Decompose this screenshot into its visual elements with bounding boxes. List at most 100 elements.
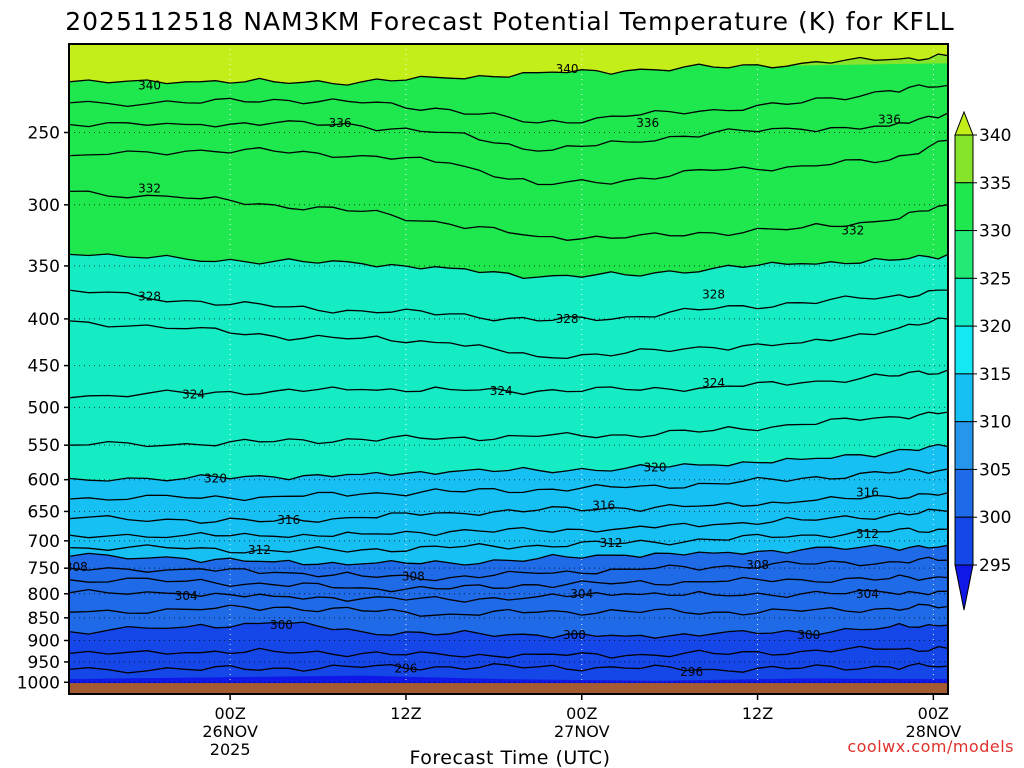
contour-label-304: 304	[175, 589, 198, 603]
contour-label-312: 312	[248, 543, 271, 557]
colorbar-segment-330	[954, 182, 974, 232]
colorbar-label-325: 325	[979, 269, 1011, 289]
colorbar-label-305: 305	[979, 460, 1011, 480]
fill-band-above-340	[69, 44, 948, 86]
plot-area: 340 340 336 336 336 332 332 328 328 328 324 324 324 3…	[69, 44, 948, 694]
contour-label-300: 300	[797, 628, 820, 642]
contour-label-text: 324	[702, 376, 725, 390]
isentrope-320	[69, 443, 948, 482]
contour-label-304: 304	[570, 587, 593, 601]
colorbar: 295 300 305 310 315 320 325 330 335 340	[954, 110, 1011, 611]
contour-label-320: 320	[644, 461, 667, 475]
colorbar-segment-295	[954, 516, 974, 566]
contour-label-300: 300	[563, 628, 586, 642]
colorbar-max-triangle	[954, 110, 974, 136]
y-tick-label-600: 600	[28, 471, 60, 491]
contour-label-text: 332	[138, 182, 161, 196]
colorbar-label-315: 315	[979, 365, 1011, 385]
colorbar-segment-325	[954, 230, 974, 279]
y-tick-label-750: 750	[28, 559, 60, 579]
colorbar-segment-335	[954, 134, 974, 184]
surface-band	[69, 683, 948, 694]
y-tick-label-550: 550	[28, 436, 60, 456]
contour-label-text: 324	[182, 387, 205, 401]
isentrope-328	[69, 289, 948, 322]
contour-label-text: 300	[563, 628, 586, 642]
contour-label-316: 316	[592, 498, 615, 512]
contour-label-300: 300	[270, 618, 293, 632]
contour-label-340: 340	[138, 78, 161, 92]
contour-label-text: 328	[138, 289, 161, 303]
contour-label-text: 316	[856, 486, 879, 500]
y-axis-ticks: 2503003504004505005506006507007508008509…	[17, 123, 69, 693]
isentrope-312	[69, 527, 948, 554]
y-tick-label-300: 300	[28, 196, 60, 216]
isentrope-318	[69, 468, 948, 502]
isentrope-306	[69, 574, 948, 593]
y-tick-label-950: 950	[28, 653, 60, 673]
contour-label-text: 316	[592, 498, 615, 512]
contour-label-340: 340	[556, 62, 579, 76]
contour-label-text: 336	[329, 116, 352, 130]
contour-label-316: 316	[277, 513, 300, 527]
contour-label-336: 336	[636, 116, 659, 130]
colorbar-segment-315	[954, 325, 974, 375]
contour-label-324: 324	[182, 387, 205, 401]
contour-label-328: 328	[138, 289, 161, 303]
x-tick-label: 00Z	[214, 704, 245, 723]
contour-label-text: 304	[175, 589, 198, 603]
isentrope-332	[69, 190, 948, 241]
credit-text[interactable]: coolwx.com/models	[847, 737, 1014, 756]
contour-label-296: 296	[394, 662, 417, 676]
x-tick-date: 27NOV	[554, 722, 610, 741]
y-tick-label-900: 900	[28, 631, 60, 651]
contour-label-text: 308	[746, 558, 769, 572]
contour-label-text: 296	[680, 665, 703, 679]
contour-label-324: 324	[490, 384, 513, 398]
contour-label-text: 336	[636, 116, 659, 130]
contour-label-324: 324	[702, 376, 725, 390]
isentrope-336	[69, 112, 948, 152]
isentrope-330	[69, 253, 948, 280]
y-tick-label-500: 500	[28, 398, 60, 418]
contour-label-text: 312	[248, 543, 271, 557]
contour-labels: 340 340 336 336 336 332 332 328 328 328 324 324 324 3…	[69, 62, 901, 679]
x-tick-label: 12Z	[742, 704, 773, 723]
isentrope-300	[69, 621, 948, 639]
colorbar-label-330: 330	[979, 222, 1011, 242]
contour-label-text: 320	[644, 461, 667, 475]
y-tick-label-450: 450	[28, 357, 60, 377]
contour-label-text: 328	[702, 287, 725, 301]
isentrope-316	[69, 492, 948, 524]
colorbar-segment-320	[954, 277, 974, 327]
contour-label-332: 332	[841, 223, 864, 237]
y-tick-label-1000: 1000	[17, 673, 60, 693]
contour-label-320: 320	[204, 471, 227, 485]
isentrope-340	[69, 53, 948, 86]
contour-label-text: 312	[600, 536, 623, 550]
x-tick-year: 2025	[210, 740, 251, 759]
temperature-fill-layers	[69, 44, 948, 694]
isentrope-322	[69, 411, 948, 448]
contour-label-text: 324	[490, 384, 513, 398]
contour-label-308: 308	[746, 558, 769, 572]
contour-label-316: 316	[856, 486, 879, 500]
isentrope-lines	[69, 53, 948, 674]
isentrope-302	[69, 603, 948, 617]
isentrope-324	[69, 369, 948, 399]
isentrope-298	[69, 645, 948, 659]
colorbar-segment-300	[954, 468, 974, 518]
contour-label-text: 300	[270, 618, 293, 632]
y-tick-label-700: 700	[28, 532, 60, 552]
colorbar-segment-310	[954, 373, 974, 423]
contour-label-308: 308	[402, 570, 425, 584]
contour-label-328: 328	[702, 287, 725, 301]
colorbar-label-335: 335	[979, 174, 1011, 194]
isentrope-338	[69, 84, 948, 124]
contour-label-332: 332	[138, 182, 161, 196]
fill-band-above-330	[69, 44, 948, 279]
isentrope-310	[69, 544, 948, 566]
colorbar-min-triangle	[954, 564, 974, 611]
plot-frame	[68, 43, 949, 695]
